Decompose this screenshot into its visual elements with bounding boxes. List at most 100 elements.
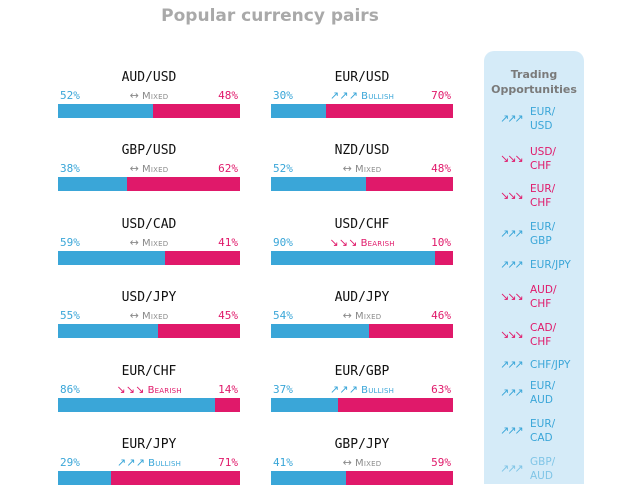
pair-name: USD/JPY [121,290,177,305]
bullish-arrows-icon: ↗↗↗ [500,258,524,271]
sentiment-label: ↔ Mixed [271,456,453,469]
short-percent: 14% [218,383,238,396]
bullish-arrows-icon: ↗↗↗ [500,386,524,399]
long-percent: 30% [273,89,293,102]
pair-name: EUR/USD [334,70,390,85]
opportunity-item[interactable]: ↗↗↗ EUR/ CAD [500,417,578,445]
currency-pair-card[interactable]: EUR/USD 30% ↗↗↗ Bullish 70% [271,70,453,130]
sentiment-label: ↔ Mixed [271,162,453,175]
sentiment-bar [271,471,453,485]
sentiment-bar [58,251,240,265]
bullish-arrows-icon: ↗↗↗ [500,227,524,240]
opportunity-item[interactable]: ↗↗↗ EUR/ GBP [500,220,578,248]
opportunity-item[interactable]: ↗↗↗ CHF/JPY [500,358,578,372]
sentiment-bar [58,104,240,118]
opportunity-label: CHF/JPY [530,359,571,371]
currency-pair-card[interactable]: GBP/JPY 41% ↔ Mixed 59% [271,437,453,497]
bullish-arrows-icon: ↗↗↗ [500,112,524,125]
pair-name: EUR/CHF [121,364,177,379]
sentiment-label: ↘↘↘ Bearish [271,236,453,249]
currency-pair-card[interactable]: USD/JPY 55% ↔ Mixed 45% [58,290,240,350]
double-arrow-icon: ↔ [342,162,353,175]
sentiment-label: ↔ Mixed [271,309,453,322]
bearish-arrows-icon: ↘↘↘ [500,290,524,303]
sentiment-bar [58,177,240,191]
sentiment-text: Mixed [142,91,169,102]
currency-pair-card[interactable]: USD/CHF 90% ↘↘↘ Bearish 10% [271,217,453,277]
pair-name: EUR/JPY [121,437,177,452]
sentiment-text: Bearish [360,238,395,249]
long-fill [271,471,346,485]
long-fill [271,251,435,265]
pair-name: USD/CHF [334,217,390,232]
short-percent: 70% [431,89,451,102]
pair-name: AUD/USD [121,70,177,85]
opportunity-item[interactable]: ↗↗↗ EUR/ USD [500,105,578,133]
short-percent: 46% [431,309,451,322]
opportunity-label: GBP/ AUD [530,456,556,482]
sentiment-label: ↗↗↗ Bullish [58,456,240,469]
sentiment-bar [58,324,240,338]
sentiment-text: Mixed [355,458,382,469]
sentiment-text: Mixed [355,164,382,175]
opportunity-item[interactable]: ↘↘↘ EUR/ CHF [500,182,578,210]
sentiment-label: ↗↗↗ Bullish [271,383,453,396]
double-arrow-icon: ↔ [342,309,353,322]
long-percent: 90% [273,236,293,249]
pair-name: GBP/USD [121,143,177,158]
sentiment-bar [271,398,453,412]
bearish-arrows-icon: ↘↘↘ [329,236,358,249]
long-fill [58,324,159,338]
long-percent: 38% [60,162,80,175]
currency-pair-card[interactable]: USD/CAD 59% ↔ Mixed 41% [58,217,240,277]
long-percent: 29% [60,456,80,469]
currency-pair-card[interactable]: AUD/JPY 54% ↔ Mixed 46% [271,290,453,350]
opportunity-label: EUR/ CAD [530,418,556,444]
currency-pair-card[interactable]: EUR/GBP 37% ↗↗↗ Bullish 63% [271,364,453,424]
long-percent: 41% [273,456,293,469]
double-arrow-icon: ↔ [342,456,353,469]
short-percent: 10% [431,236,451,249]
bearish-arrows-icon: ↘↘↘ [500,189,524,202]
bullish-arrows-icon: ↗↗↗ [500,424,524,437]
long-fill [271,177,366,191]
currency-pair-card[interactable]: GBP/USD 38% ↔ Mixed 62% [58,143,240,203]
opportunity-label: USD/ CHF [530,146,556,172]
pair-name: USD/CAD [121,217,177,232]
opportunity-label: CAD/ CHF [530,322,557,348]
bearish-arrows-icon: ↘↘↘ [116,383,145,396]
opportunity-item[interactable]: ↗↗↗ EUR/ AUD [500,379,578,407]
bullish-arrows-icon: ↗↗↗ [116,456,146,469]
currency-pair-card[interactable]: EUR/JPY 29% ↗↗↗ Bullish 71% [58,437,240,497]
sentiment-label: ↔ Mixed [58,89,240,102]
sentiment-bar [271,251,453,265]
short-percent: 48% [218,89,238,102]
long-percent: 37% [273,383,293,396]
bullish-arrows-icon: ↗↗↗ [500,462,524,475]
page-title: Popular currency pairs [161,6,379,26]
long-percent: 52% [273,162,293,175]
opportunity-item[interactable]: ↘↘↘ CAD/ CHF [500,321,578,349]
long-fill [271,398,339,412]
pair-name: GBP/JPY [334,437,390,452]
opportunity-item[interactable]: ↘↘↘ USD/ CHF [500,145,578,173]
bearish-arrows-icon: ↘↘↘ [500,152,524,165]
opportunity-label: EUR/ GBP [530,221,556,247]
opportunity-label: EUR/ AUD [530,380,556,406]
sentiment-label: ↘↘↘ Bearish [58,383,240,396]
long-fill [58,177,128,191]
sentiment-text: Bearish [147,385,182,396]
sentiment-label: ↗↗↗ Bullish [271,89,453,102]
opportunity-item[interactable]: ↗↗↗ GBP/ AUD [500,455,578,483]
bearish-arrows-icon: ↘↘↘ [500,328,524,341]
double-arrow-icon: ↔ [129,236,140,249]
sentiment-text: Bullish [148,458,182,469]
currency-pair-card[interactable]: EUR/CHF 86% ↘↘↘ Bearish 14% [58,364,240,424]
opportunity-item[interactable]: ↗↗↗ EUR/JPY [500,258,578,272]
currency-pair-card[interactable]: AUD/USD 52% ↔ Mixed 48% [58,70,240,130]
sentiment-bar [271,104,453,118]
long-fill [271,324,370,338]
sentiment-label: ↔ Mixed [58,236,240,249]
opportunity-item[interactable]: ↘↘↘ AUD/ CHF [500,283,578,311]
currency-pair-card[interactable]: NZD/USD 52% ↔ Mixed 48% [271,143,453,203]
